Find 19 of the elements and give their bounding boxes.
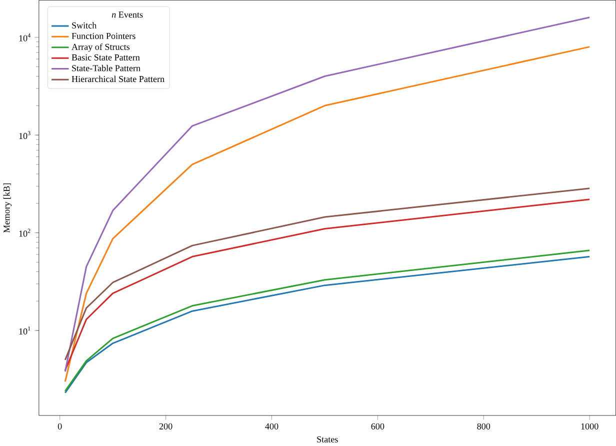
y-tick-label: 10$^{3}$: [19, 131, 30, 140]
x-tick-label: 400: [265, 423, 278, 430]
y-tick-label: 10$^{4}$: [19, 34, 30, 42]
legend-label: Switch: [72, 22, 97, 29]
y-tick-label: 10$^{2}$: [19, 228, 30, 237]
y-axis-title: Memory [kB]: [3, 184, 12, 233]
x-tick-label: 200: [159, 423, 172, 430]
legend-label: State-Table Pattern: [72, 64, 140, 72]
legend-label: Array of Structs: [72, 44, 130, 52]
legend-title: n Events: [112, 12, 143, 18]
y-tick-label: 10$^{1}$: [19, 326, 30, 335]
legend-label: Function Pointers: [72, 33, 136, 40]
x-tick-label: 800: [477, 423, 490, 430]
x-tick-label: 600: [371, 423, 384, 430]
x-axis-title: States: [317, 436, 338, 443]
x-tick-label: 0: [58, 423, 62, 430]
legend-label: Hierarchical State Pattern: [72, 76, 164, 82]
x-tick-label: 1000: [581, 423, 598, 430]
legend-label: Basic State Pattern: [72, 54, 140, 61]
